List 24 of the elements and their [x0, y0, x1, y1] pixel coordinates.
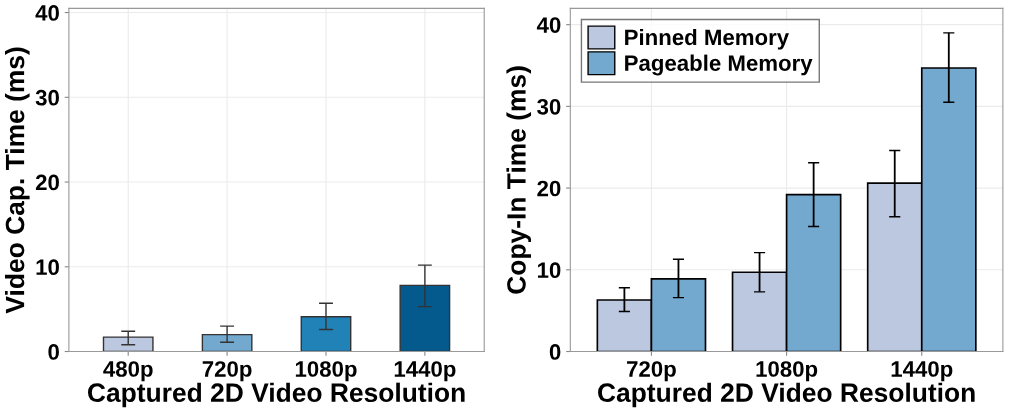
y-tick-label: 20	[537, 180, 561, 197]
legend-label: Pinned Memory	[625, 28, 789, 50]
y-tick-label: 40	[35, 5, 59, 21]
y-tick-label: 30	[35, 89, 59, 106]
y-tick-label: 0	[48, 344, 59, 360]
y-tick-label: 10	[36, 259, 59, 276]
x-tick-label: 1080p	[756, 361, 818, 382]
x-tick-label: 1440p	[394, 361, 456, 382]
bar	[102, 336, 154, 352]
x-tick-label: 1080p	[295, 361, 357, 382]
x-tick-label: 720p	[202, 361, 252, 382]
x-axis-title: Captured 2D Video Resolution	[598, 382, 975, 408]
legend-label: Pageable Memory	[625, 54, 813, 76]
x-tick-label: 1440p	[891, 361, 953, 382]
y-tick-label: 20	[35, 174, 59, 191]
y-axis-title: Video Cap. Time (ms)	[4, 47, 30, 314]
x-tick-label: 720p	[627, 361, 676, 382]
y-tick-label: 30	[537, 98, 561, 115]
y-tick-label: 0	[549, 344, 561, 360]
x-axis-title: Captured 2D Video Resolution	[88, 382, 465, 408]
y-tick-label: 10	[537, 262, 561, 279]
y-tick-label: 40	[536, 17, 561, 33]
y-axis-title: Copy-In Time (ms)	[506, 66, 532, 294]
x-tick-label: 480p	[103, 361, 153, 382]
